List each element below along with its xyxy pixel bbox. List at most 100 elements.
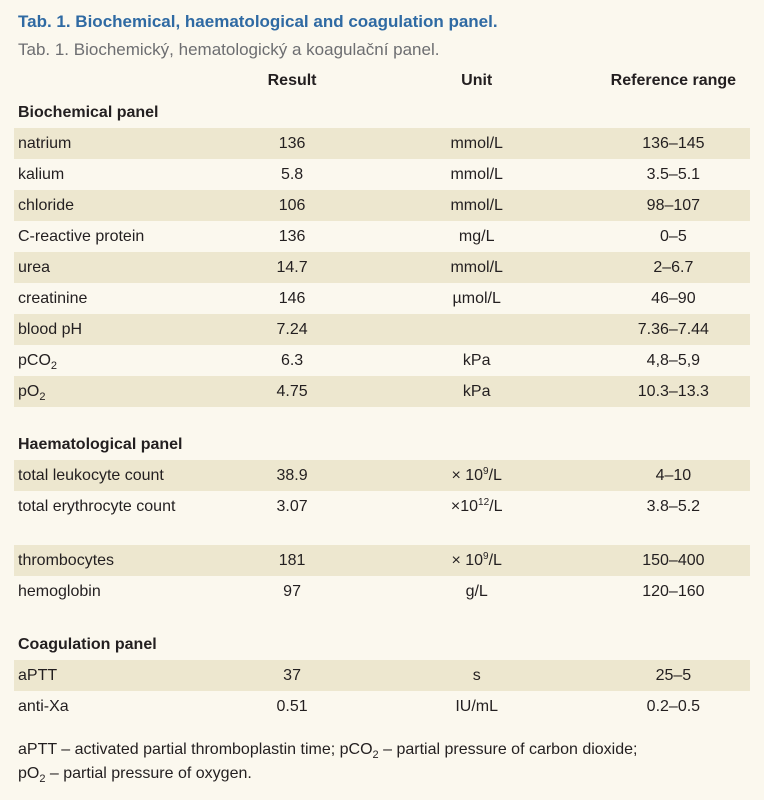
header-unit: Unit bbox=[461, 72, 493, 89]
table-row: pCO2 6.3 kPa 4,8–5,9 bbox=[14, 345, 750, 376]
table-title-english: Tab. 1. Biochemical, haematological and … bbox=[18, 12, 498, 31]
result-value: 0.51 bbox=[276, 698, 308, 715]
reference-range-value: 2–6.7 bbox=[653, 259, 694, 276]
table-row: pO2 4.75 kPa 10.3–13.3 bbox=[14, 376, 750, 407]
table-row: creatinine 146 µmol/L 46–90 bbox=[14, 283, 750, 314]
result-value: 37 bbox=[283, 667, 301, 684]
table-footnote: aPTT – activated partial thromboplastin … bbox=[18, 738, 748, 786]
section-header-biochemical: Biochemical panel bbox=[14, 97, 750, 128]
result-value: 5.8 bbox=[280, 166, 304, 183]
parameter-main: pO bbox=[18, 383, 40, 400]
unit-suffix: /L bbox=[488, 467, 502, 484]
parameter-main: pCO bbox=[18, 352, 51, 369]
table-row: total leukocyte count 38.9 × 109/L 4–10 bbox=[14, 460, 750, 491]
header-parameter bbox=[14, 64, 227, 97]
unit-value: mmol/L bbox=[450, 135, 503, 152]
unit-value: ×1012/L bbox=[357, 491, 597, 545]
reference-range-value: 10.3–13.3 bbox=[637, 383, 709, 400]
unit-suffix: /L bbox=[488, 552, 502, 569]
parameter-subscript: 2 bbox=[50, 360, 58, 372]
section-header-coagulation: Coagulation panel bbox=[14, 629, 750, 660]
footnote-text: – partial pressure of oxygen. bbox=[45, 765, 252, 782]
reference-range-value: 120–160 bbox=[642, 583, 705, 600]
footnote-subscript: 2 bbox=[372, 749, 379, 761]
unit-prefix: × 10 bbox=[451, 467, 484, 484]
table-row: total erythrocyte count 3.07 ×1012/L 3.8… bbox=[14, 491, 750, 545]
parameter-name: thrombocytes bbox=[18, 552, 115, 569]
parameter-name: C-reactive protein bbox=[18, 228, 145, 245]
result-value: 97 bbox=[283, 583, 301, 600]
parameter-subscript: 2 bbox=[39, 391, 46, 403]
table-row: natrium 136 mmol/L 136–145 bbox=[14, 128, 750, 159]
unit-value: µmol/L bbox=[452, 290, 501, 307]
reference-range-value: 3.8–5.2 bbox=[646, 498, 701, 515]
parameter-name: chloride bbox=[18, 197, 75, 214]
result-value: 7.24 bbox=[276, 321, 308, 338]
footnote-text: pO bbox=[18, 765, 40, 782]
footnote-text: – partial pressure of carbon dioxide; bbox=[378, 741, 638, 758]
reference-range-value: 150–400 bbox=[642, 552, 705, 569]
table-row: blood pH 7.24 7.36–7.44 bbox=[14, 314, 750, 345]
unit-value: kPa bbox=[462, 383, 491, 400]
table-row: aPTT 37 s 25–5 bbox=[14, 660, 750, 691]
table-row: thrombocytes 181 × 109/L 150–400 bbox=[14, 545, 750, 576]
unit-value: × 109/L bbox=[357, 545, 597, 576]
section-header-haematological: Haematological panel bbox=[14, 429, 750, 460]
unit-exponent: 9 bbox=[483, 551, 489, 562]
table-row: hemoglobin 97 g/L 120–160 bbox=[14, 576, 750, 607]
result-value: 3.07 bbox=[276, 498, 308, 515]
table-row: C-reactive protein 136 mg/L 0–5 bbox=[14, 221, 750, 252]
reference-range-value: 7.36–7.44 bbox=[637, 321, 709, 338]
parameter-name: hemoglobin bbox=[18, 583, 101, 600]
parameter-name: total leukocyte count bbox=[18, 467, 164, 484]
lab-results-table: Result Unit Reference range Biochemical … bbox=[14, 64, 750, 722]
unit-exponent: 9 bbox=[483, 466, 489, 477]
result-value: 136 bbox=[278, 135, 306, 152]
result-value: 106 bbox=[278, 197, 306, 214]
unit-value: mmol/L bbox=[450, 197, 503, 214]
header-reference-range: Reference range bbox=[610, 72, 737, 89]
parameter-name: pO2 bbox=[14, 376, 227, 407]
parameter-name: anti-Xa bbox=[18, 698, 69, 715]
reference-range-value: 136–145 bbox=[642, 135, 705, 152]
result-value: 14.7 bbox=[276, 259, 308, 276]
table-title-czech: Tab. 1. Biochemický, hematologický a koa… bbox=[18, 40, 440, 59]
footnote-subscript: 2 bbox=[39, 773, 46, 785]
parameter-name-text: total erythrocyte count bbox=[18, 498, 176, 515]
unit-prefix: ×10 bbox=[450, 498, 479, 515]
parameter-name: pCO2 bbox=[14, 345, 227, 376]
unit-suffix: /L bbox=[489, 498, 503, 515]
section-title: Haematological panel bbox=[18, 436, 183, 453]
parameter-name: total erythrocyte count bbox=[14, 491, 227, 545]
unit-value: mg/L bbox=[458, 228, 495, 245]
table-row: anti-Xa 0.51 IU/mL 0.2–0.5 bbox=[14, 691, 750, 722]
unit-value: × 109/L bbox=[357, 460, 597, 491]
parameter-name: natrium bbox=[18, 135, 72, 152]
reference-range-value: 3.5–5.1 bbox=[646, 166, 701, 183]
parameter-name: urea bbox=[18, 259, 51, 276]
unit-value: s bbox=[472, 667, 481, 684]
unit-prefix: × 10 bbox=[451, 552, 484, 569]
result-value: 146 bbox=[278, 290, 306, 307]
parameter-name: creatinine bbox=[18, 290, 88, 307]
unit-value: g/L bbox=[465, 583, 488, 600]
unit-value bbox=[357, 314, 597, 345]
result-value: 181 bbox=[278, 552, 306, 569]
unit-value: mmol/L bbox=[450, 259, 503, 276]
header-row: Result Unit Reference range bbox=[14, 64, 750, 97]
reference-range-value: 25–5 bbox=[655, 667, 692, 684]
unit-value: IU/mL bbox=[455, 698, 499, 715]
section-title: Biochemical panel bbox=[18, 104, 159, 121]
section-spacer bbox=[14, 407, 750, 429]
parameter-name: blood pH bbox=[18, 321, 83, 338]
reference-range-value: 98–107 bbox=[646, 197, 701, 214]
parameter-name: aPTT bbox=[18, 667, 58, 684]
reference-range-value: 0.2–0.5 bbox=[646, 698, 701, 715]
result-value: 136 bbox=[278, 228, 306, 245]
result-value: 6.3 bbox=[280, 352, 304, 369]
reference-range-value: 46–90 bbox=[651, 290, 696, 307]
section-spacer bbox=[14, 607, 750, 629]
unit-value: kPa bbox=[462, 352, 491, 369]
parameter-name: kalium bbox=[18, 166, 65, 183]
